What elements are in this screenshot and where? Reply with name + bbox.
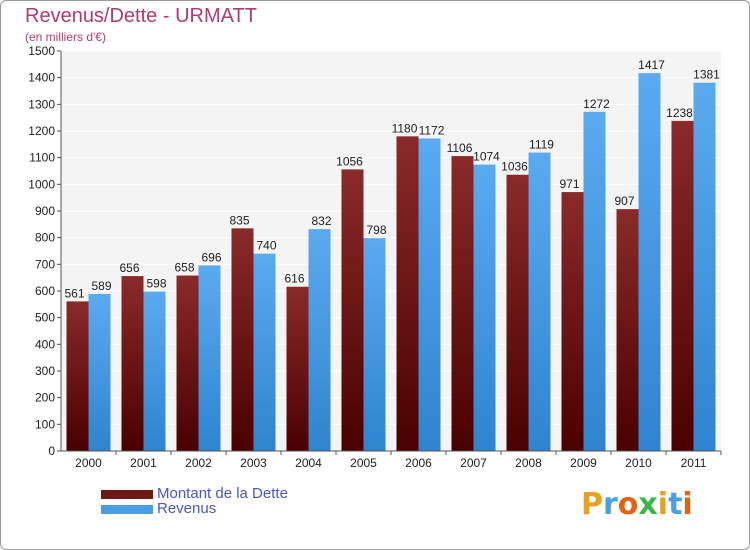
logo-letter: i bbox=[682, 487, 693, 522]
bar-revenus bbox=[143, 291, 166, 451]
data-label-dette: 616 bbox=[284, 272, 304, 286]
legend-label-dette: Montant de la Dette bbox=[157, 485, 288, 502]
data-label-revenus: 1172 bbox=[419, 123, 445, 137]
bar-dette bbox=[561, 192, 584, 452]
proxiti-logo: Proxiti bbox=[581, 487, 693, 522]
logo-letter: o bbox=[617, 487, 639, 522]
y-tick-label: 300 bbox=[35, 364, 55, 378]
bar-dette bbox=[396, 136, 419, 452]
data-label-revenus: 589 bbox=[91, 279, 111, 293]
legend-swatch-revenus bbox=[101, 505, 153, 514]
data-label-revenus: 598 bbox=[146, 277, 166, 291]
x-tick-label: 2001 bbox=[130, 456, 157, 470]
bar-dette bbox=[671, 120, 694, 451]
x-tick-label: 2010 bbox=[625, 456, 652, 470]
y-tick-label: 100 bbox=[35, 417, 55, 431]
bar-dette bbox=[616, 209, 639, 451]
y-tick-label: 1300 bbox=[28, 97, 55, 111]
y-tick-label: 0 bbox=[48, 444, 55, 458]
data-label-dette: 1238 bbox=[666, 106, 693, 120]
legend-swatch-dette bbox=[101, 490, 153, 499]
bar-revenus bbox=[198, 265, 221, 451]
bar-revenus bbox=[418, 138, 441, 451]
data-label-revenus: 1074 bbox=[473, 150, 500, 164]
data-label-dette: 1180 bbox=[392, 121, 418, 135]
x-tick-label: 2009 bbox=[570, 456, 597, 470]
logo-letter: t bbox=[668, 487, 683, 522]
data-label-dette: 835 bbox=[229, 213, 249, 227]
y-tick-label: 1100 bbox=[29, 151, 55, 165]
y-tick-label: 700 bbox=[35, 257, 55, 271]
data-label-revenus: 1381 bbox=[693, 68, 720, 82]
bar-dette bbox=[121, 276, 144, 451]
data-label-revenus: 832 bbox=[311, 214, 331, 228]
bar-dette bbox=[66, 301, 89, 451]
bar-revenus bbox=[473, 164, 496, 451]
plot-background bbox=[61, 51, 721, 451]
bar-dette bbox=[506, 174, 529, 451]
data-label-revenus: 1417 bbox=[638, 58, 665, 72]
logo-letter: x bbox=[638, 487, 658, 522]
data-label-dette: 656 bbox=[119, 261, 139, 275]
data-label-dette: 658 bbox=[174, 261, 194, 275]
x-tick-label: 2003 bbox=[240, 456, 267, 470]
data-label-revenus: 798 bbox=[366, 223, 386, 237]
data-label-dette: 907 bbox=[614, 194, 634, 208]
x-tick-label: 2004 bbox=[295, 456, 322, 470]
logo-letter: r bbox=[603, 487, 618, 522]
bar-revenus bbox=[693, 82, 716, 451]
bar-revenus bbox=[583, 111, 606, 452]
y-tick-label: 500 bbox=[35, 311, 55, 325]
bar-dette bbox=[231, 228, 254, 451]
logo-letter: P bbox=[581, 487, 603, 522]
bar-dette bbox=[176, 275, 199, 451]
bar-revenus bbox=[308, 229, 331, 451]
y-tick-label: 400 bbox=[35, 337, 55, 351]
bar-revenus bbox=[528, 152, 551, 451]
x-tick-label: 2006 bbox=[405, 456, 432, 470]
y-tick-label: 600 bbox=[35, 284, 55, 298]
bar-revenus bbox=[88, 293, 111, 451]
data-label-dette: 1106 bbox=[447, 141, 473, 155]
x-tick-label: 2008 bbox=[515, 456, 542, 470]
y-tick-label: 1200 bbox=[28, 124, 55, 138]
bar-revenus bbox=[638, 73, 661, 451]
y-tick-label: 1500 bbox=[28, 44, 55, 58]
data-label-revenus: 696 bbox=[201, 250, 221, 264]
bar-revenus bbox=[363, 238, 386, 451]
bar-dette bbox=[451, 156, 474, 452]
data-label-revenus: 740 bbox=[256, 239, 276, 253]
y-tick-label: 1000 bbox=[28, 177, 55, 191]
y-tick-label: 200 bbox=[35, 391, 55, 405]
bar-revenus bbox=[253, 253, 276, 451]
x-tick-label: 2002 bbox=[185, 456, 212, 470]
data-label-revenus: 1272 bbox=[583, 97, 610, 111]
y-tick-label: 900 bbox=[35, 204, 55, 218]
logo-letter: i bbox=[657, 487, 669, 522]
x-tick-label: 2011 bbox=[681, 456, 707, 470]
data-label-dette: 1036 bbox=[501, 160, 528, 174]
bar-dette bbox=[286, 286, 309, 451]
x-tick-label: 2000 bbox=[75, 456, 102, 470]
chart-subtitle: (en milliers d'€) bbox=[25, 30, 106, 44]
bar-dette bbox=[341, 169, 364, 451]
x-tick-label: 2005 bbox=[350, 456, 377, 470]
y-tick-label: 1400 bbox=[28, 71, 55, 85]
data-label-dette: 1056 bbox=[336, 154, 363, 168]
data-label-dette: 561 bbox=[64, 286, 84, 300]
chart-title: Revenus/Dette - URMATT bbox=[25, 5, 257, 27]
data-label-revenus: 1119 bbox=[529, 138, 554, 152]
y-tick-label: 800 bbox=[35, 231, 55, 245]
x-tick-label: 2007 bbox=[460, 456, 487, 470]
data-label-dette: 971 bbox=[559, 177, 579, 191]
legend-label-revenus: Revenus bbox=[157, 500, 217, 517]
